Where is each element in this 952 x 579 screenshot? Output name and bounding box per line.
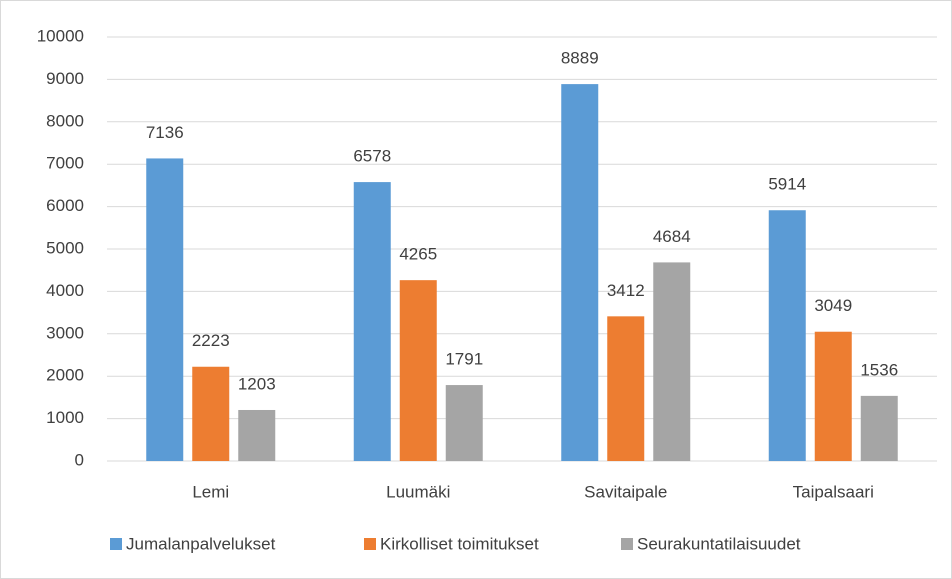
data-label: 3049: [814, 296, 852, 315]
legend-swatch: [110, 538, 122, 550]
data-label: 1203: [238, 374, 276, 393]
bar: [860, 395, 898, 461]
data-label: 1536: [860, 360, 898, 379]
y-tick-label: 3000: [46, 323, 84, 342]
y-tick-label: 8000: [46, 111, 84, 130]
bar: [399, 280, 437, 461]
bar: [814, 331, 852, 461]
data-label: 4265: [399, 245, 437, 264]
y-tick-label: 0: [75, 450, 84, 469]
bar: [561, 84, 599, 462]
y-tick-label: 9000: [46, 69, 84, 88]
legend-label: Jumalanpalvelukset: [126, 534, 276, 553]
data-label: 6578: [353, 147, 391, 166]
y-tick-label: 1000: [46, 408, 84, 427]
bar: [146, 158, 184, 461]
legend-swatch: [621, 538, 633, 550]
data-label: 3412: [607, 281, 645, 300]
data-label: 8889: [561, 49, 599, 68]
x-tick-label: Luumäki: [386, 482, 450, 501]
data-label: 1791: [445, 350, 483, 369]
x-tick-label: Savitaipale: [584, 482, 667, 501]
x-tick-label: Taipalsaari: [793, 482, 874, 501]
data-label: 7136: [146, 123, 184, 142]
bar: [353, 182, 391, 461]
legend-label: Seurakuntatilaisuudet: [637, 534, 801, 553]
data-label: 5914: [768, 175, 806, 194]
y-tick-label: 6000: [46, 196, 84, 215]
y-tick-label: 5000: [46, 238, 84, 257]
bar: [238, 409, 276, 461]
legend-swatch: [364, 538, 376, 550]
y-tick-label: 7000: [46, 154, 84, 173]
legend-label: Kirkolliset toimitukset: [380, 534, 539, 553]
x-tick-label: Lemi: [192, 482, 229, 501]
bar: [607, 316, 645, 461]
bar: [445, 385, 483, 461]
bar: [653, 262, 691, 461]
y-tick-label: 2000: [46, 366, 84, 385]
bar: [768, 210, 806, 461]
y-tick-label: 10000: [37, 26, 84, 45]
y-tick-label: 4000: [46, 281, 84, 300]
data-label: 4684: [653, 227, 691, 246]
bar: [192, 366, 230, 461]
data-label: 2223: [192, 331, 230, 350]
